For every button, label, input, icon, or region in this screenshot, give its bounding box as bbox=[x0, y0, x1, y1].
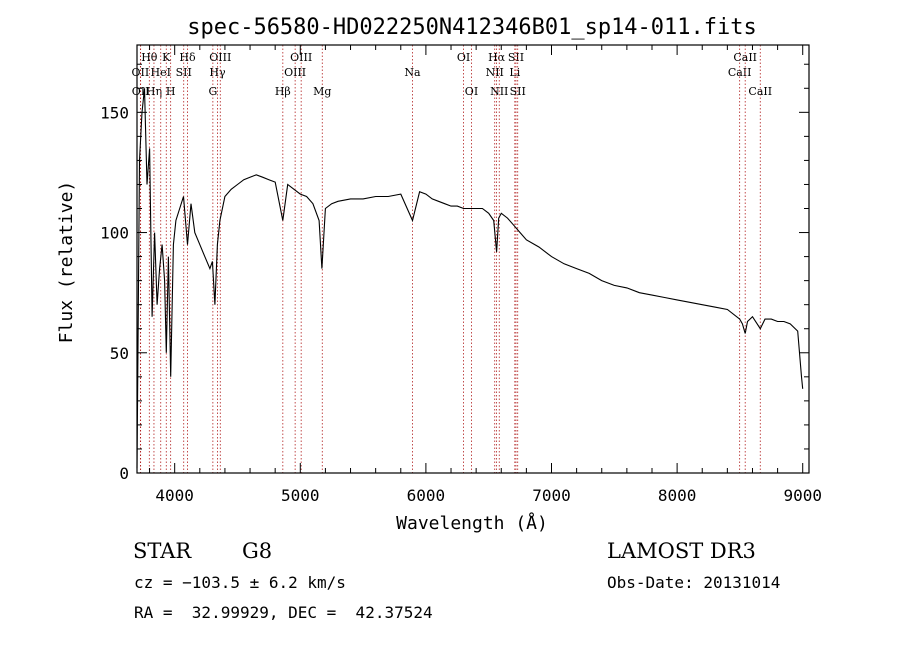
object-subclass: G8 bbox=[242, 539, 273, 563]
spectral-line-markers: OIIOIIHθHηHeIKHSIIHδGHγOIIIHβOIIIOIIIMgN… bbox=[132, 45, 772, 473]
x-axis-ticks: 4000 5000 6000 7000 8000 9000 bbox=[149, 45, 822, 505]
x-tick-label: 6000 bbox=[407, 486, 446, 505]
marker-label: OII bbox=[132, 66, 150, 79]
plot-frame bbox=[136, 44, 810, 474]
y-tick-label: 0 bbox=[119, 464, 129, 483]
x-tick-label: 5000 bbox=[281, 486, 320, 505]
marker-label: Hη bbox=[146, 85, 162, 98]
marker-label: OI bbox=[457, 51, 470, 64]
object-class: STAR bbox=[133, 539, 192, 563]
marker-label: Hα bbox=[488, 51, 506, 64]
obs-date-text: Obs-Date: 20131014 bbox=[607, 573, 781, 592]
marker-label: Hβ bbox=[275, 85, 291, 98]
marker-label: H bbox=[166, 85, 176, 98]
y-tick-label: 100 bbox=[100, 224, 129, 243]
y-tick-label: 150 bbox=[100, 103, 129, 122]
marker-label: Mg bbox=[313, 85, 331, 98]
marker-label: Na bbox=[404, 66, 421, 79]
marker-label: OIII bbox=[284, 66, 306, 79]
y-axis-ticks: 0 50 100 150 bbox=[100, 63, 809, 483]
marker-label: NII bbox=[486, 66, 504, 79]
marker-label: Li bbox=[509, 66, 520, 79]
marker-label: OIII bbox=[290, 51, 312, 64]
marker-label: Hγ bbox=[209, 66, 226, 79]
marker-label: OI bbox=[465, 85, 478, 98]
chart-title: spec-56580-HD022250N412346B01_sp14-011.f… bbox=[187, 15, 757, 40]
redshift-text: cz = −103.5 ± 6.2 km/s bbox=[134, 573, 346, 592]
marker-label: CaII bbox=[733, 51, 757, 64]
marker-label: G bbox=[208, 85, 217, 98]
marker-label: SII bbox=[510, 85, 526, 98]
x-tick-label: 8000 bbox=[658, 486, 697, 505]
x-tick-label: 7000 bbox=[532, 486, 571, 505]
y-axis-label: Flux (relative) bbox=[56, 181, 77, 344]
marker-label: SII bbox=[508, 51, 524, 64]
x-axis-label: Wavelength (Å) bbox=[396, 512, 548, 534]
marker-label: NII bbox=[490, 85, 508, 98]
coordinates-text: RA = 32.99929, DEC = 42.37524 bbox=[134, 603, 433, 622]
survey-name: LAMOST DR3 bbox=[607, 539, 756, 563]
marker-label: K bbox=[162, 51, 171, 64]
marker-label: Hδ bbox=[179, 51, 196, 64]
marker-label: Hθ bbox=[141, 51, 158, 64]
marker-label: CaII bbox=[728, 66, 752, 79]
x-tick-label: 4000 bbox=[155, 486, 194, 505]
x-tick-label: 9000 bbox=[783, 486, 822, 505]
spectrum-flux-line bbox=[136, 88, 804, 469]
marker-label: CaII bbox=[748, 85, 772, 98]
marker-label: SII bbox=[176, 66, 192, 79]
marker-label: HeI bbox=[151, 66, 171, 79]
y-tick-label: 50 bbox=[110, 344, 129, 363]
marker-label: OIII bbox=[209, 51, 231, 64]
